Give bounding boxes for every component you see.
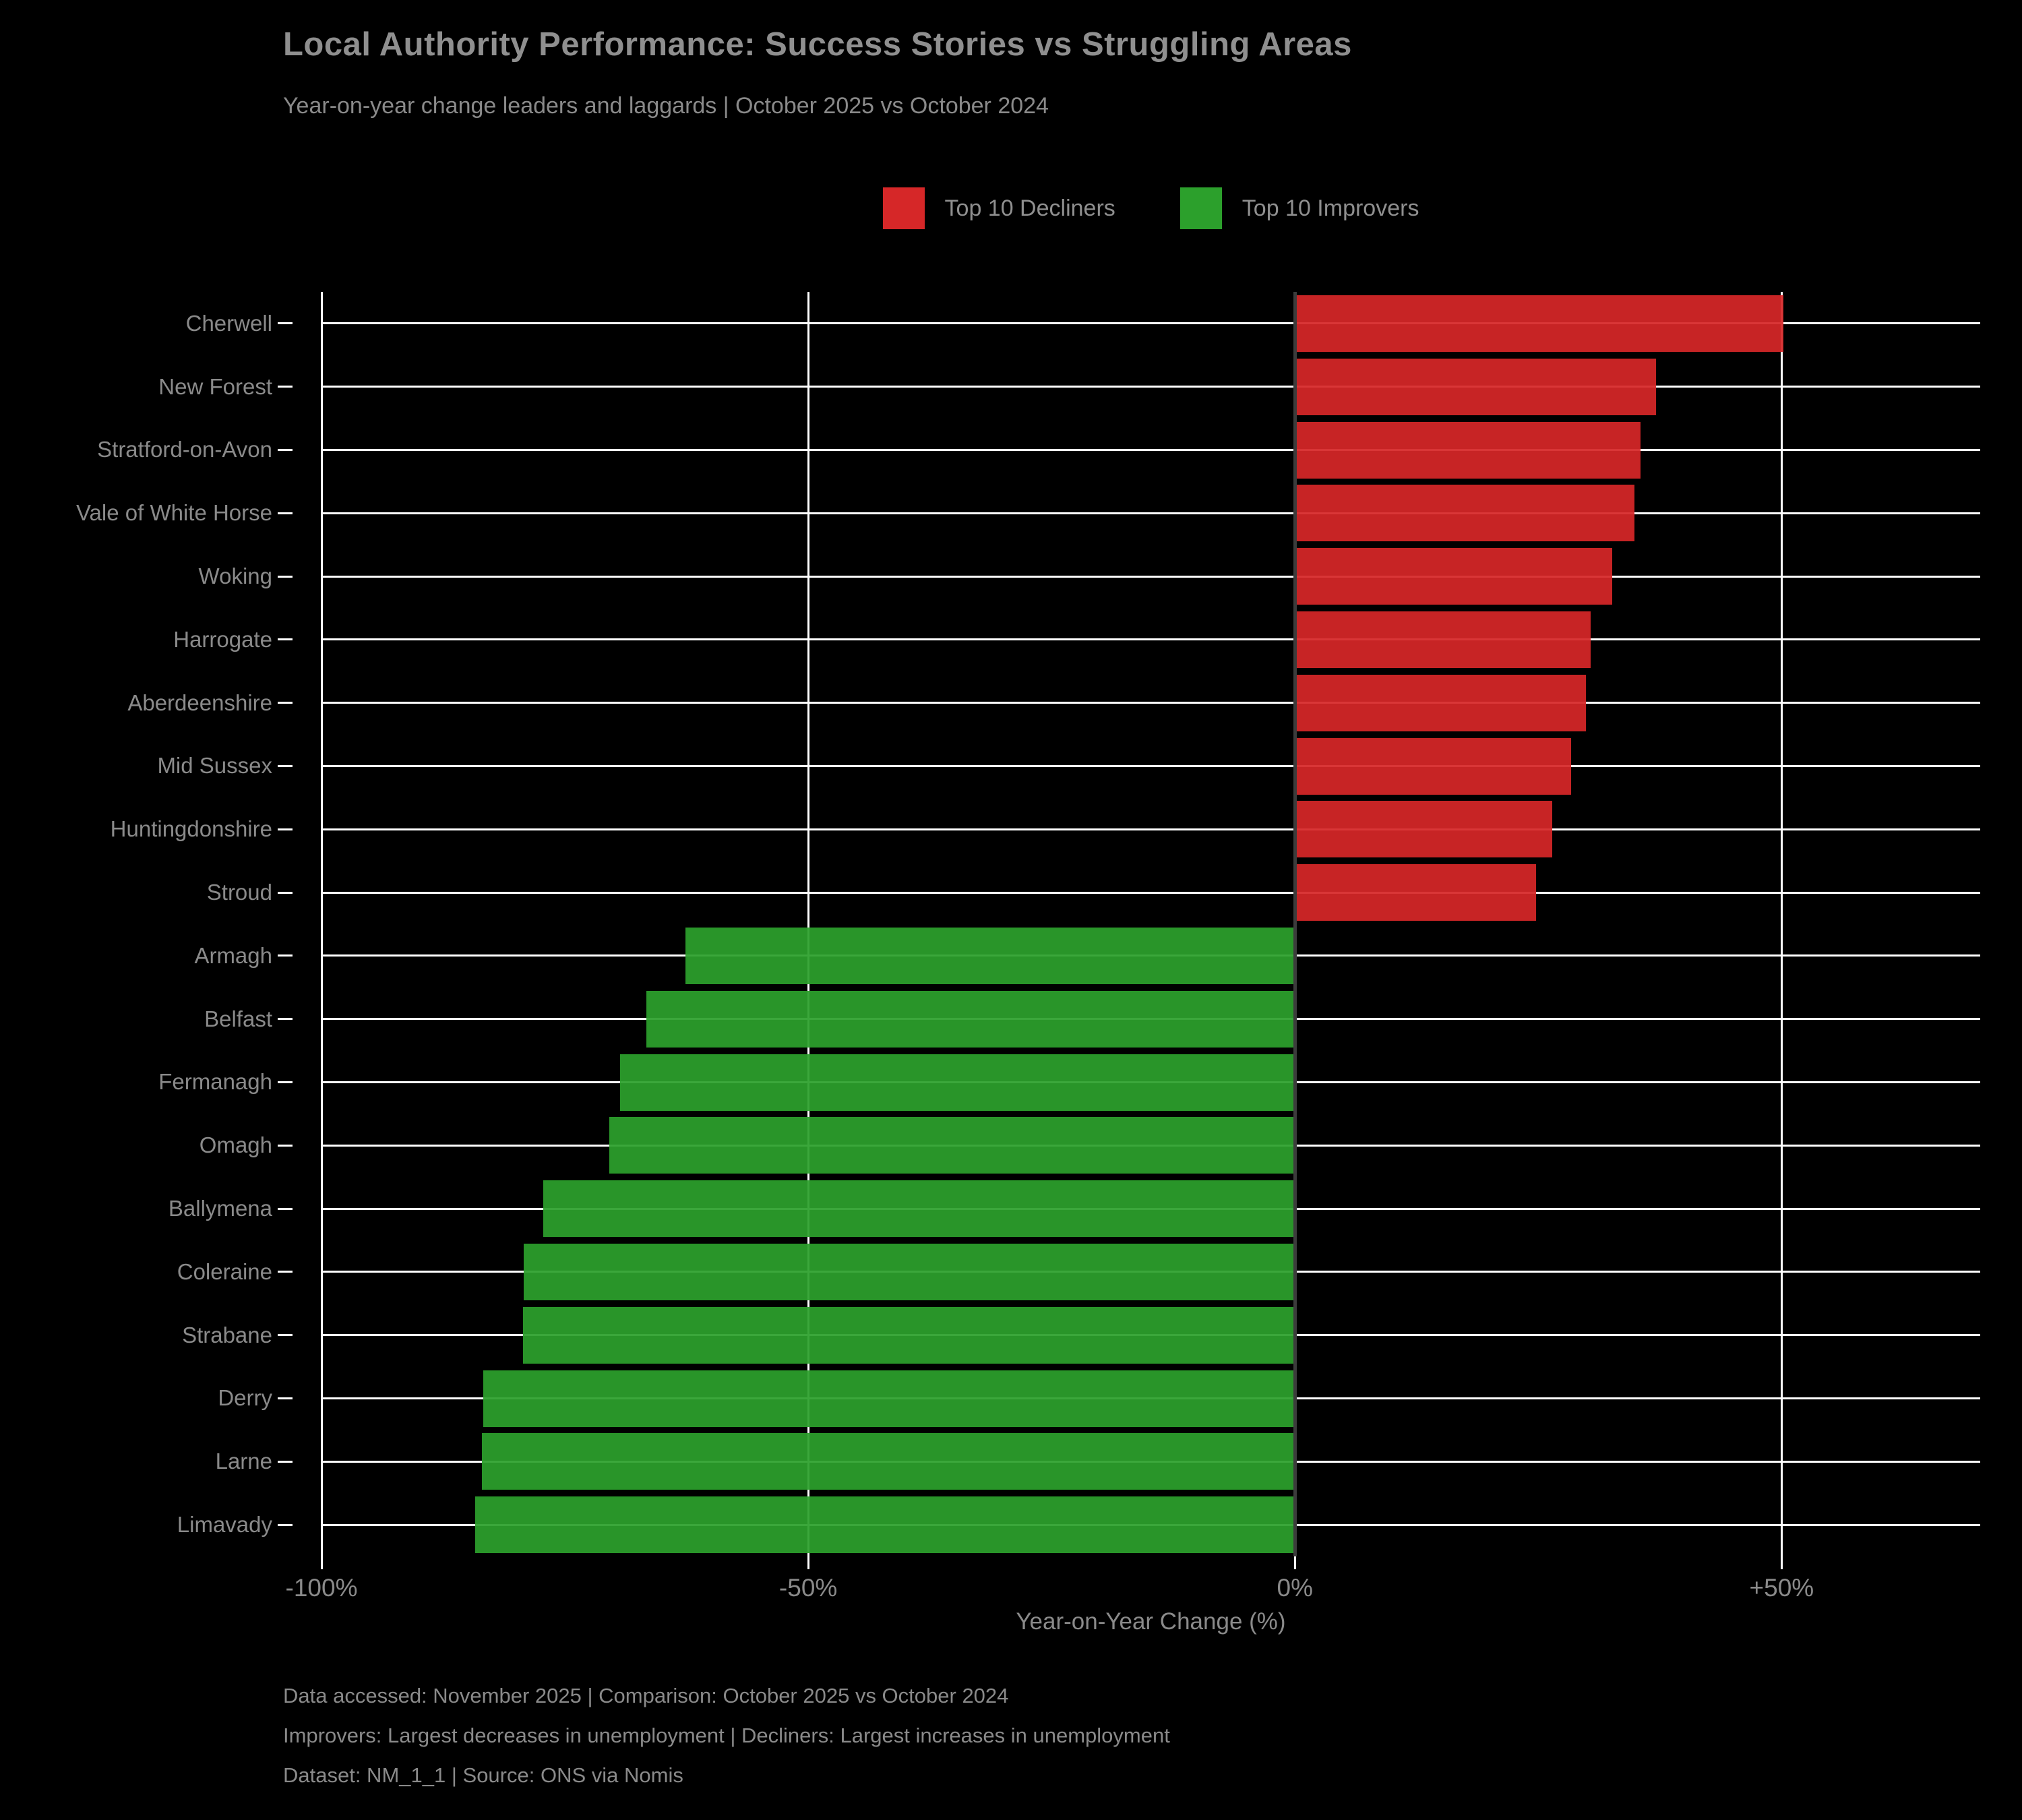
zero-reference-line <box>1293 292 1297 1556</box>
legend-item-improvers: Top 10 Improvers <box>1180 187 1419 229</box>
legend-swatch-decliners <box>882 187 925 229</box>
y-tick-aberdeenshire <box>278 702 293 704</box>
y-tick-stroud <box>278 891 293 894</box>
category-label-aberdeenshire: Aberdeenshire <box>127 690 272 715</box>
legend-label-decliners: Top 10 Decliners <box>944 195 1115 221</box>
category-label-stratford-on-avon: Stratford-on-Avon <box>97 437 272 462</box>
category-label-ballymena: Ballymena <box>168 1196 272 1221</box>
bar-aberdeenshire <box>1295 674 1587 731</box>
y-tick-vale-of-white-horse <box>278 512 293 514</box>
h-gridline <box>321 386 1980 388</box>
y-tick-huntingdonshire <box>278 828 293 830</box>
bar-huntingdonshire <box>1295 801 1552 858</box>
category-label-armagh: Armagh <box>194 942 272 968</box>
bar-derry <box>483 1370 1295 1427</box>
category-label-larne: Larne <box>215 1449 272 1474</box>
category-label-omagh: Omagh <box>199 1132 272 1158</box>
x-tick-label-0-: 0% <box>1277 1574 1313 1602</box>
bar-strabane <box>522 1306 1295 1364</box>
legend-item-decliners: Top 10 Decliners <box>882 187 1115 229</box>
y-tick-limavady <box>278 1523 293 1526</box>
bar-stratford-on-avon <box>1295 421 1641 479</box>
x-tick-label--100-: -100% <box>285 1574 358 1602</box>
category-label-harrogate: Harrogate <box>173 626 272 652</box>
y-tick-stratford-on-avon <box>278 449 293 451</box>
y-tick-larne <box>278 1460 293 1463</box>
chart-title: Local Authority Performance: Success Sto… <box>283 26 1352 63</box>
y-tick-strabane <box>278 1334 293 1337</box>
x-axis-label: Year-on-Year Change (%) <box>1016 1608 1286 1635</box>
y-tick-fermanagh <box>278 1081 293 1083</box>
bar-belfast <box>646 990 1295 1048</box>
y-tick-woking <box>278 575 293 578</box>
footer: Data accessed: November 2025 | Compariso… <box>283 1676 1170 1795</box>
category-label-mid-sussex: Mid Sussex <box>157 753 272 779</box>
category-label-strabane: Strabane <box>182 1322 272 1347</box>
bar-armagh <box>685 927 1295 984</box>
bar-vale-of-white-horse <box>1295 485 1635 542</box>
category-label-coleraine: Coleraine <box>177 1258 272 1284</box>
category-label-fermanagh: Fermanagh <box>158 1069 272 1095</box>
x-tick-label--50-: -50% <box>778 1574 838 1602</box>
category-label-derry: Derry <box>218 1385 272 1411</box>
x-tick-label--50-: +50% <box>1749 1574 1814 1602</box>
footer-line-2: Improvers: Largest decreases in unemploy… <box>283 1724 1170 1747</box>
y-tick-mid-sussex <box>278 765 293 767</box>
bar-omagh <box>609 1117 1295 1174</box>
h-gridline <box>321 449 1980 451</box>
bar-larne <box>482 1433 1295 1490</box>
x-tick--50- <box>807 1556 809 1569</box>
h-gridline <box>321 638 1980 641</box>
legend-label-improvers: Top 10 Improvers <box>1242 195 1419 221</box>
legend-swatch-improvers <box>1180 187 1222 229</box>
y-tick-armagh <box>278 954 293 957</box>
y-tick-belfast <box>278 1018 293 1021</box>
y-tick-new-forest <box>278 386 293 388</box>
h-gridline <box>321 828 1980 830</box>
bar-mid-sussex <box>1295 737 1572 795</box>
legend: Top 10 Decliners Top 10 Improvers <box>321 186 1980 231</box>
h-gridline <box>321 702 1980 704</box>
y-tick-cherwell <box>278 322 293 325</box>
h-gridline <box>321 765 1980 767</box>
footer-line-1: Data accessed: November 2025 | Compariso… <box>283 1684 1009 1707</box>
y-tick-omagh <box>278 1144 293 1147</box>
v-gridline--50- <box>1780 292 1783 1556</box>
category-label-limavady: Limavady <box>177 1512 272 1538</box>
category-label-belfast: Belfast <box>204 1006 272 1031</box>
category-label-woking: Woking <box>198 564 272 589</box>
bar-stroud <box>1295 864 1537 921</box>
bar-coleraine <box>524 1243 1295 1300</box>
category-label-vale-of-white-horse: Vale of White Horse <box>75 500 272 526</box>
category-label-huntingdonshire: Huntingdonshire <box>110 816 272 842</box>
h-gridline <box>321 891 1980 894</box>
h-gridline <box>321 322 1980 325</box>
y-tick-coleraine <box>278 1271 293 1273</box>
bar-ballymena <box>543 1180 1295 1238</box>
bar-woking <box>1295 548 1613 605</box>
v-gridline--100- <box>320 292 323 1556</box>
y-tick-harrogate <box>278 638 293 641</box>
h-gridline <box>321 512 1980 514</box>
v-gridline--50- <box>807 292 809 1556</box>
chart-subtitle: Year-on-year change leaders and laggards… <box>283 93 1049 119</box>
footer-line-3: Dataset: NM_1_1 | Source: ONS via Nomis <box>283 1763 683 1787</box>
y-tick-derry <box>278 1397 293 1399</box>
bar-harrogate <box>1295 611 1591 668</box>
category-label-stroud: Stroud <box>206 880 272 905</box>
bar-limavady <box>475 1496 1295 1554</box>
x-tick-0- <box>1293 1556 1296 1569</box>
category-label-cherwell: Cherwell <box>185 310 272 336</box>
bar-new-forest <box>1295 358 1657 415</box>
h-gridline <box>321 575 1980 578</box>
y-tick-ballymena <box>278 1207 293 1210</box>
x-tick--50- <box>1780 1556 1783 1569</box>
plot-area <box>320 292 1980 1556</box>
bar-fermanagh <box>620 1054 1295 1111</box>
x-tick--100- <box>320 1556 323 1569</box>
bar-cherwell <box>1295 295 1784 352</box>
category-label-new-forest: New Forest <box>158 373 272 399</box>
